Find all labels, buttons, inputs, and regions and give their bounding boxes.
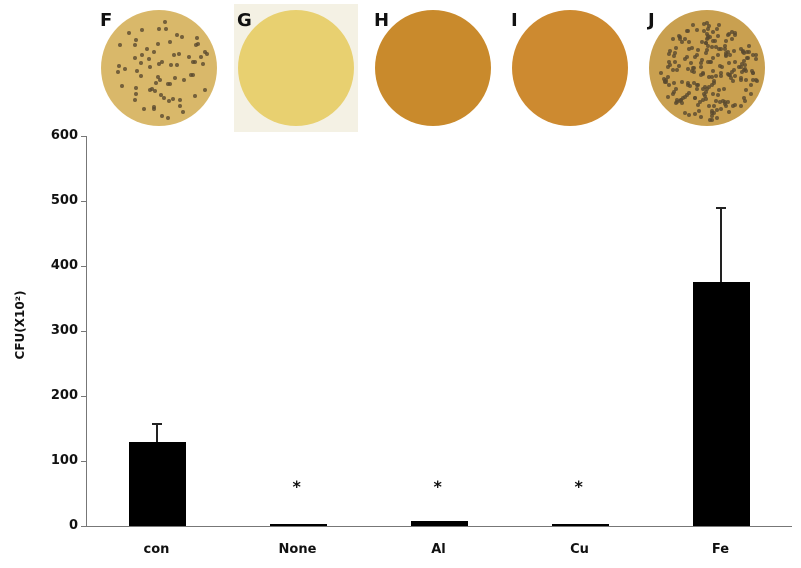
y-tick-label: 400 xyxy=(50,258,78,273)
plate-label: G xyxy=(237,10,252,31)
x-tick-label: con xyxy=(143,542,170,557)
x-tick-label: None xyxy=(278,542,317,557)
significance-marker: * xyxy=(574,477,583,496)
significance-marker: * xyxy=(292,477,301,496)
bar-al xyxy=(410,521,468,526)
plate-g: G xyxy=(234,4,358,132)
y-tick-label: 500 xyxy=(50,193,78,208)
y-tick-label: 300 xyxy=(50,323,78,338)
plate-label: I xyxy=(511,10,518,31)
error-cap xyxy=(715,206,726,209)
plate-label: H xyxy=(374,10,390,31)
x-tick-label: Cu xyxy=(570,542,589,557)
plate-f: F xyxy=(97,4,221,132)
petri-dish xyxy=(238,10,354,126)
y-tick xyxy=(81,526,87,527)
y-tick xyxy=(81,266,87,267)
petri-dish xyxy=(512,10,628,126)
y-tick-label: 0 xyxy=(68,518,78,533)
y-axis-title: CFU(X10²) xyxy=(13,290,27,360)
y-axis xyxy=(86,137,87,527)
y-tick xyxy=(81,201,87,202)
y-tick-label: 200 xyxy=(50,388,78,403)
x-axis xyxy=(86,526,792,527)
y-tick-label: 100 xyxy=(50,453,78,468)
plate-label: F xyxy=(100,10,113,31)
bar-cu xyxy=(551,524,609,526)
y-tick-label: 600 xyxy=(50,128,78,143)
y-tick xyxy=(81,136,87,137)
x-tick-label: Al xyxy=(431,542,446,557)
significance-marker: * xyxy=(433,477,442,496)
y-tick xyxy=(81,396,87,397)
error-bar xyxy=(155,423,158,443)
plate-j: J xyxy=(645,4,769,132)
error-cap xyxy=(151,423,162,426)
plate-i: I xyxy=(508,4,632,132)
y-tick xyxy=(81,331,87,332)
error-bar xyxy=(719,206,722,283)
plate-h: H xyxy=(371,4,495,132)
plate-label: J xyxy=(648,10,655,31)
petri-dish xyxy=(375,10,491,126)
bar-none xyxy=(269,524,327,526)
x-tick-label: Fe xyxy=(711,542,730,557)
y-tick xyxy=(81,461,87,462)
bar-con xyxy=(128,442,186,526)
bar-fe xyxy=(692,282,750,526)
